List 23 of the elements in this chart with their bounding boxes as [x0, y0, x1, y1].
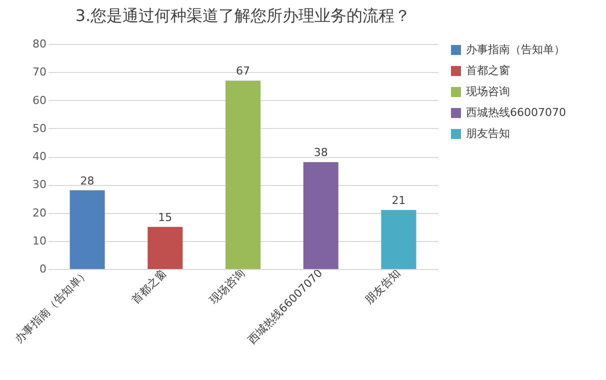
data-label: 28	[80, 174, 94, 188]
x-tick-label: 朋友告知	[362, 266, 403, 307]
y-tick-label: 30	[32, 178, 46, 192]
y-tick-label: 60	[32, 94, 46, 107]
y-tick-label: 0	[40, 262, 46, 276]
legend-label: 办事指南（告知单）	[466, 43, 565, 56]
x-tick-label: 首都之窗	[129, 266, 170, 307]
y-tick-label: 70	[32, 66, 46, 79]
chart-title: 3.您是通过何种渠道了解您所办理业务的流程？	[75, 6, 411, 25]
legend-label: 朋友告知	[466, 127, 510, 140]
data-label: 15	[158, 210, 172, 224]
y-tick-label: 40	[32, 150, 46, 163]
data-label: 21	[392, 194, 406, 207]
legend-label: 现场咨询	[466, 85, 510, 98]
y-tick-label: 80	[32, 38, 46, 50]
data-label: 38	[314, 146, 328, 160]
y-tick-label: 10	[32, 234, 46, 248]
legend-label: 西城热线66007070	[466, 106, 566, 119]
y-tick-label: 50	[32, 122, 46, 135]
legend-label: 首都之窗	[466, 64, 510, 77]
y-tick-label: 20	[32, 206, 46, 220]
data-label: 67	[236, 64, 250, 78]
x-tick-label: 现场咨询	[206, 266, 248, 307]
